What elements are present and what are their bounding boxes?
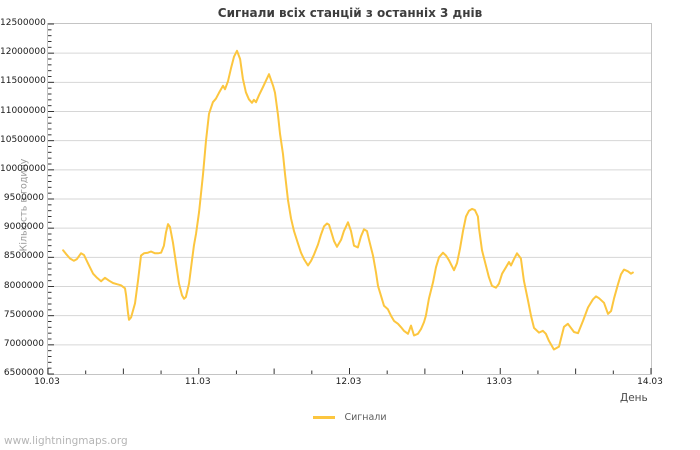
x-tick-label: 14.03 [637,377,663,387]
plot-svg [47,23,652,375]
signals-line [62,49,634,351]
chart-title: Сигнали всіх станцій з останніх 3 днів [217,6,483,20]
x-tick-label: 11.03 [184,377,211,387]
y-tick-label: 7000000 [3,338,44,349]
y-tick-label: 10000000 [0,163,46,174]
y-tick-label: 7500000 [3,309,44,320]
legend-item-signals[interactable]: Сигнали [313,412,387,423]
y-tick-label: 6500000 [3,368,44,378]
legend-line-swatch [313,416,336,419]
y-tick-label: 9000000 [3,222,44,233]
y-tick-label: 8500000 [3,251,44,262]
y-tick-label: 12000000 [0,47,46,58]
x-tick-label: 10.03 [34,377,60,387]
y-tick-label: 10500000 [0,134,46,145]
y-tick-label: 11000000 [0,105,46,116]
x-axis-title: День [620,392,648,404]
y-tick-label: 11500000 [0,76,46,87]
x-axis-tick-labels: 10.03 11.03 12.03 13.03 14.03 [34,377,663,389]
y-axis-tick-labels: 6500000 7000000 7500000 8000000 8500000 90000… [0,18,46,378]
plot-area [47,23,652,375]
legend-label: Сигнали [344,412,387,423]
legend: Сигнали [0,412,700,423]
x-tick-label: 13.03 [486,377,513,387]
y-tick-label: 9500000 [3,193,44,203]
y-tick-label: 12500000 [0,18,46,28]
y-tick-label: 8000000 [3,280,44,291]
footer-link[interactable]: www.lightningmaps.org [4,435,128,447]
x-tick-label: 12.03 [335,377,362,387]
